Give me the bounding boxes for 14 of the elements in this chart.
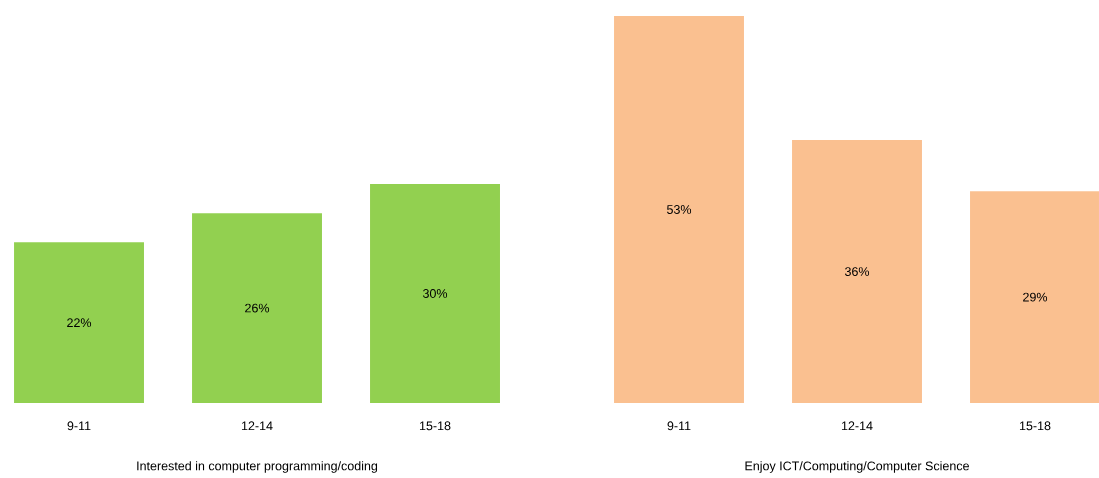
x-tick-label: 9-11	[667, 421, 691, 431]
x-tick-label: 12-14	[241, 421, 273, 431]
data-label: 26%	[245, 303, 270, 313]
data-label: 29%	[1023, 292, 1048, 302]
data-label: 22%	[67, 318, 92, 328]
x-tick-label: 15-18	[419, 421, 451, 431]
x-tick-label: 12-14	[841, 421, 873, 431]
x-axis-title: Enjoy ICT/Computing/Computer Science	[745, 461, 969, 473]
x-axis-title: Interested in computer programming/coding	[137, 461, 378, 473]
data-label: 30%	[422, 289, 448, 298]
data-label: 36%	[844, 267, 870, 276]
x-tick-label: 15-18	[1019, 421, 1051, 431]
x-tick-label: 9-11	[67, 421, 91, 431]
data-label: 53%	[667, 205, 692, 214]
